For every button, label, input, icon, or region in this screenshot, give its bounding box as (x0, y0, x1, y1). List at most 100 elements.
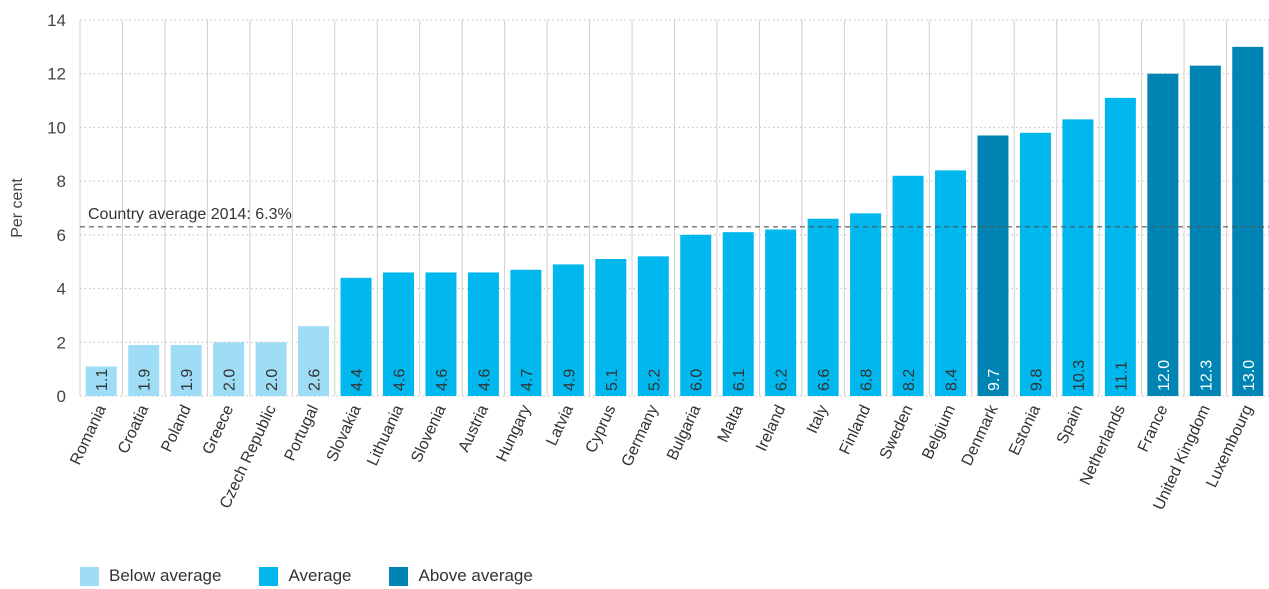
bar-value-label: 6.0 (689, 369, 706, 391)
bar-germany (637, 256, 669, 396)
y-tick-label: 12 (47, 65, 66, 84)
bar-finland (850, 213, 882, 396)
x-tick-label: Finland (837, 403, 875, 458)
x-tick-label: Latvia (544, 402, 577, 448)
bar-austria (467, 272, 499, 396)
x-tick-label: Italy (804, 403, 832, 437)
bar-value-label: 6.2 (774, 369, 791, 391)
bar-slovenia (425, 272, 457, 396)
x-tick-label: France (1135, 402, 1171, 454)
bar-value-label: 12.0 (1156, 360, 1173, 391)
bar-cyprus (595, 259, 627, 396)
bar-value-label: 10.3 (1071, 360, 1088, 391)
legend-swatch-above (389, 566, 409, 586)
bars: 1.1 1.9 1.9 2.0 2.0 2.6 4.4 4.6 4.6 4.6 4.7 4.9 5.1 5… (85, 46, 1264, 397)
x-tick-label: Luxembourg (1203, 403, 1256, 491)
legend-label-average: Average (288, 566, 352, 585)
bar-bulgaria (680, 234, 712, 396)
x-tick-label: Austria (456, 402, 492, 454)
bar-value-label: 4.6 (391, 369, 408, 391)
bar-value-label: 2.0 (264, 369, 281, 391)
x-tick-label: Romania (67, 402, 110, 467)
bar-value-label: 13.0 (1241, 360, 1258, 391)
x-tick-label: Cyprus (583, 403, 620, 456)
legend-label-above: Above average (418, 566, 533, 585)
bar-luxembourg (1232, 46, 1264, 396)
bar-lithuania (382, 272, 414, 396)
bar-netherlands (1104, 97, 1136, 396)
bar-value-label: 4.4 (349, 369, 366, 391)
bar-belgium (935, 170, 967, 396)
bar-value-label: 8.4 (944, 369, 961, 391)
x-tick-label: Sweden (877, 403, 917, 463)
bar-romania (85, 366, 117, 396)
grid-lines (79, 19, 1269, 397)
bar-poland (170, 344, 202, 396)
bar-value-label: 1.9 (137, 369, 154, 391)
x-tick-label: Germany (619, 403, 662, 470)
legend-label-below: Below average (109, 566, 222, 585)
bar-value-label: 9.7 (986, 369, 1003, 391)
y-tick-label: 6 (57, 226, 66, 245)
x-tick-label: Ireland (753, 403, 789, 455)
legend-swatch-average (259, 566, 279, 586)
bar-sweden (892, 175, 924, 396)
legend-item-above: Above average (389, 566, 533, 586)
legend-swatch-below (80, 566, 99, 586)
x-tick-label: Denmark (959, 402, 1002, 469)
bar-portugal (298, 326, 330, 396)
x-tick-label: Estonia (1006, 402, 1044, 458)
y-tick-label: 10 (47, 118, 66, 137)
bar-value-label: 12.3 (1198, 360, 1215, 391)
bar-hungary (510, 269, 542, 396)
x-tick-label: Greece (200, 402, 238, 457)
bar-value-label: 1.1 (94, 369, 111, 391)
bar-spain (1062, 119, 1094, 396)
bar-value-label: 5.2 (646, 369, 663, 391)
bar-chart: 0 2 4 6 8 10 12 14 Per cent 1.1 1.9 1.9 2.0 2.0 2.6 4… (9, 11, 1269, 513)
legend-item-below: Below average (80, 566, 221, 586)
y-tick-label: 8 (57, 172, 66, 191)
x-tick-label: Hungary (494, 403, 535, 465)
x-tick-label: Poland (158, 403, 194, 455)
x-tick-label: Lithuania (364, 402, 407, 468)
bar-greece (213, 342, 245, 396)
bar-value-label: 8.2 (901, 369, 918, 391)
bar-value-label: 6.8 (859, 369, 876, 391)
bar-latvia (552, 264, 584, 396)
bar-value-label: 6.1 (731, 369, 748, 391)
y-axis-label: Per cent (9, 178, 26, 238)
x-tick-label: Slovenia (408, 402, 449, 465)
bar-estonia (1019, 132, 1051, 397)
bar-value-label: 4.9 (561, 369, 578, 391)
y-tick-label: 0 (57, 387, 66, 406)
x-tick-label: Spain (1054, 403, 1087, 447)
legend-item-average: Average (259, 566, 351, 586)
y-tick-label: 14 (47, 11, 66, 30)
bar-czech-republic (255, 342, 287, 396)
x-tick-label: Malta (715, 402, 747, 445)
bar-malta (722, 232, 754, 396)
x-tick-label: Bulgaria (664, 402, 704, 462)
country-average-label: Country average 2014: 6.3% (88, 206, 292, 223)
bar-italy (807, 218, 839, 396)
y-tick-label: 4 (57, 280, 66, 299)
bar-value-label: 11.1 (1113, 361, 1130, 391)
bar-denmark (977, 135, 1009, 396)
bar-value-label: 4.6 (476, 369, 493, 391)
bar-croatia (128, 344, 160, 396)
bar-france (1147, 73, 1179, 396)
bar-value-label: 2.0 (222, 369, 239, 391)
bar-value-label: 4.6 (434, 369, 451, 391)
bar-value-label: 6.6 (816, 369, 833, 391)
y-axis-ticks: 0 2 4 6 8 10 12 14 (47, 11, 66, 406)
bar-value-label: 5.1 (604, 369, 621, 391)
reference-line-group: Country average 2014: 6.3% (80, 206, 1269, 228)
x-tick-label: Portugal (282, 403, 323, 464)
bar-value-label: 2.6 (307, 369, 324, 391)
bar-ireland (765, 229, 797, 396)
x-tick-label: Slovakia (324, 402, 365, 464)
bar-value-label: 1.9 (179, 369, 196, 391)
x-tick-label: Belgium (919, 403, 959, 463)
